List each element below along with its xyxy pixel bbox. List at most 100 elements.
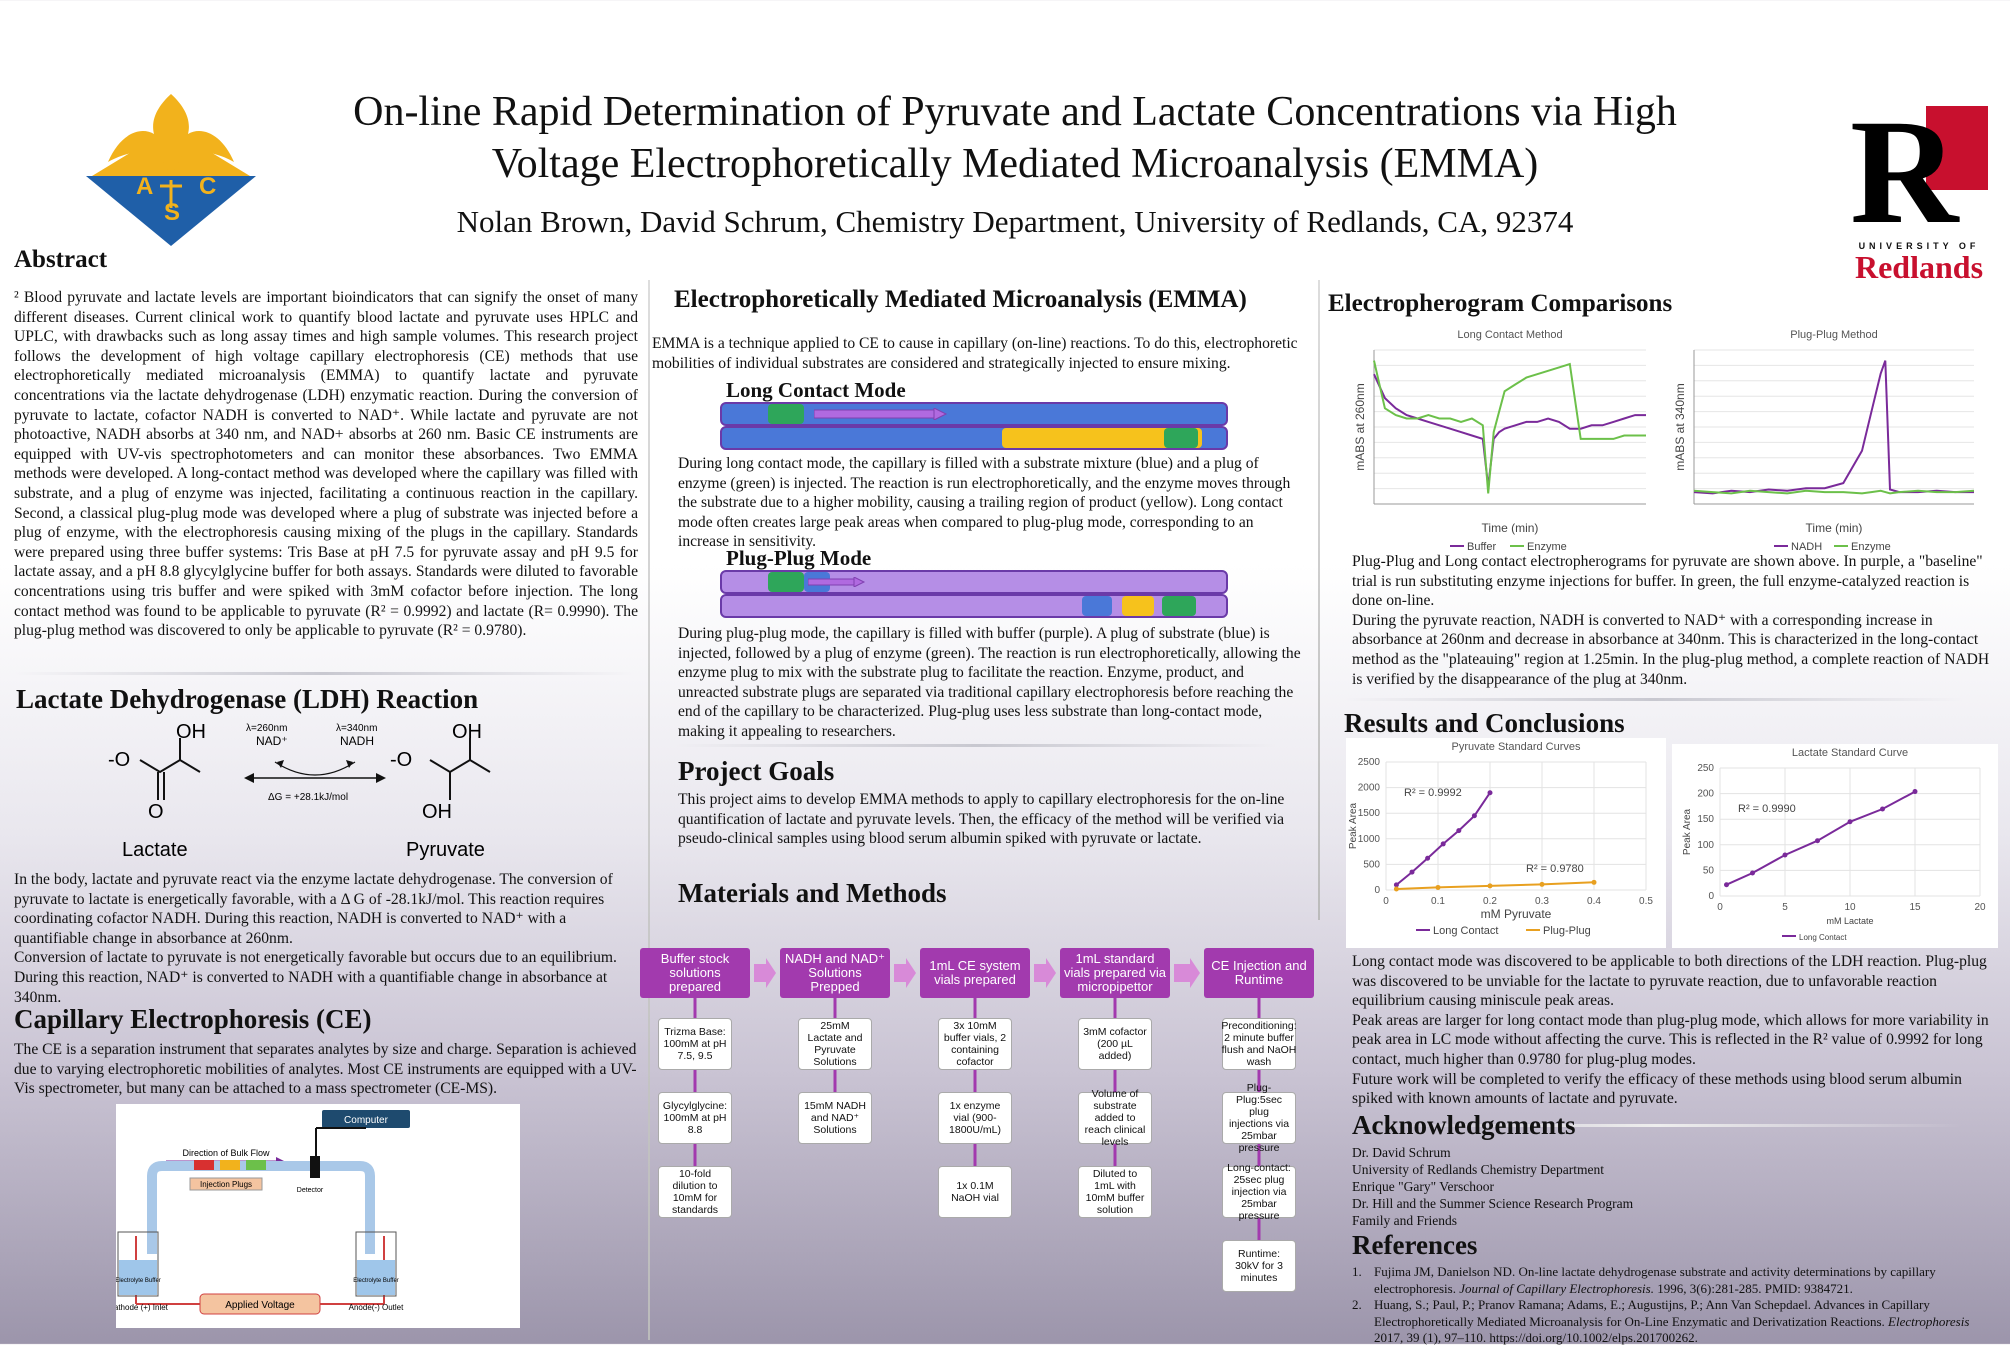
acs-letter-a: A: [136, 173, 153, 200]
abstract-heading: Abstract: [14, 246, 108, 273]
data-point: [1471, 813, 1477, 819]
x-tick-label: 5: [1782, 902, 1788, 913]
y-tick-label: 50: [1703, 865, 1715, 876]
flow-arrow-icon: [1034, 958, 1056, 988]
method-step-title: Buffer stock solutions prepared: [640, 948, 750, 998]
delta-g: ΔG = +28.1kJ/mol: [268, 792, 348, 803]
method-detail: 1x enzyme vial (900-1800U/mL): [938, 1092, 1012, 1144]
goals-text: This project aims to develop EMMA method…: [678, 791, 1285, 848]
ack-line: Enrique "Gary" Verschoor: [1352, 1179, 1494, 1194]
plug-arrow-icon: [808, 577, 866, 587]
methods-flowchart: Buffer stock solutions prepared Trizma Ba…: [638, 946, 1318, 1326]
results-text: Long contact mode was discovered to be a…: [1352, 952, 1996, 1109]
chart-title: Pyruvate Standard Curves: [1451, 741, 1581, 753]
product-region: [1002, 428, 1202, 448]
enzyme-arrow-icon: [814, 408, 948, 420]
column-separator-2: [1318, 280, 1320, 920]
acs-logo: A C S: [86, 94, 256, 246]
data-point: [1591, 879, 1597, 885]
data-point: [1456, 828, 1462, 834]
lambda-340: λ=340nm: [336, 723, 377, 734]
y-axis-label: Peak Area: [1682, 808, 1693, 855]
divider: [1344, 698, 1964, 701]
lambda-260: λ=260nm: [246, 723, 287, 734]
bulk-flow-label: Direction of Bulk Flow: [182, 1148, 270, 1158]
legend-entry: Long Contact: [1799, 933, 1847, 942]
x-tick-label: 0.2: [1483, 896, 1497, 907]
y-tick-label: 250: [1697, 763, 1714, 774]
method-detail: 15mM NADH and NAD⁺ Solutions: [798, 1092, 872, 1144]
authors: Nolan Brown, David Schrum, Chemistry Dep…: [456, 204, 1574, 239]
electro-caption-2: During the pyruvate reaction, NADH is co…: [1352, 611, 1990, 688]
divider: [676, 744, 1276, 747]
data-point: [1847, 819, 1853, 825]
pyruvate-oh-top: OH: [452, 721, 482, 743]
nadh-label: NADH: [340, 734, 374, 748]
acs-letter-s: S: [164, 199, 180, 226]
electrolyte-right: Electrolyte Buffer: [353, 1278, 399, 1284]
legend-entry: Long Contact: [1433, 925, 1498, 937]
lactate-label: Lactate: [122, 839, 188, 861]
lactate-oh: OH: [176, 721, 206, 743]
ce-text: The CE is a separation instrument that s…: [14, 1041, 637, 1098]
computer-label: Computer: [344, 1115, 389, 1126]
ldh-paragraph-1: In the body, lactate and pyruvate react …: [14, 871, 613, 947]
y-tick-label: 2500: [1358, 757, 1381, 768]
results-paragraph-2: Peak areas are larger for long contact m…: [1352, 1011, 1989, 1068]
legend-entry: NADH: [1791, 541, 1822, 553]
y-tick-label: 500: [1363, 859, 1380, 870]
y-axis-label: mABS at 260nm: [1353, 383, 1367, 470]
ref-1: 1. Fujima JM, Danielson ND. On-line lact…: [1352, 1264, 1936, 1296]
lactate-standard-chart: Lactate Standard Curve 0 50 100 150 200 250 0 5 1…: [1672, 744, 1998, 948]
title-line-1: On-line Rapid Determination of Pyruvate …: [353, 89, 1677, 135]
data-point: [1487, 883, 1493, 889]
title-line-2: Voltage Electrophoretically Mediated Mic…: [491, 141, 1539, 187]
results-paragraph-3: Future work will be completed to verify …: [1352, 1070, 1962, 1108]
x-axis-label: mM Lactate: [1826, 916, 1873, 926]
plug-plug-heading: Plug-Plug Mode: [726, 546, 872, 570]
divider: [14, 672, 634, 675]
method-detail: 3x 10mM buffer vials, 2 containing cofac…: [938, 1018, 1012, 1070]
y-tick-label: 1000: [1358, 834, 1381, 845]
x-tick-label: 10: [1844, 902, 1856, 913]
y-tick-label: 100: [1697, 840, 1714, 851]
chart-title: Lactate Standard Curve: [1792, 747, 1908, 759]
ref-2-tail: 2017, 39 (1), 97–110. https://doi.org/10…: [1374, 1330, 1698, 1345]
y-tick-label: 1500: [1358, 808, 1381, 819]
ref-1-main: Fujima JM, Danielson ND. On-line lactate…: [1374, 1264, 1936, 1296]
plug-plug-chart: Plug-Plug Method Time (min) mABS at 340nm N…: [1664, 324, 1986, 556]
redlands-small-text: UNIVERSITY OF: [1858, 241, 1980, 251]
x-tick-label: 0.3: [1535, 896, 1549, 907]
chart-background: [1664, 324, 1986, 556]
electro-text: Plug-Plug and Long contact electropherog…: [1352, 552, 1996, 689]
column-separator-1: [648, 280, 650, 1340]
ack-heading: Acknowledgements: [1352, 1110, 1576, 1140]
method-step-title: NADH and NAD⁺ Solutions Prepped: [780, 948, 890, 998]
electrolyte-left: Electrolyte Buffer: [116, 1278, 161, 1284]
flow-arrow-icon: [894, 958, 916, 988]
x-tick-label: 0: [1383, 896, 1389, 907]
ce-diagram: Computer Direction of Bulk Flow Detector…: [116, 1104, 520, 1328]
poster-title: On-line Rapid Determination of Pyruvate …: [330, 86, 1700, 190]
pyruvate-oh-bottom: OH: [422, 801, 452, 823]
lactate-o: O: [148, 801, 164, 823]
y-tick-label: 2000: [1358, 783, 1381, 794]
substrate-plug-sep: [1082, 596, 1112, 616]
legend-entry: Plug-Plug: [1543, 925, 1591, 937]
ldh-paragraph-2: Conversion of lactate to pyruvate is not…: [14, 949, 617, 1006]
method-detail: Volume of substrate added to reach clini…: [1078, 1088, 1152, 1148]
y-axis-label: mABS at 340nm: [1673, 383, 1687, 470]
electro-caption-1: Plug-Plug and Long contact electropherog…: [1352, 553, 1983, 610]
method-detail: 3mM cofactor (200 µL added): [1078, 1018, 1152, 1070]
long-capillary-1: [720, 402, 1228, 426]
pyruvate-standard-chart: Pyruvate Standard Curves 0 500 1000 1500 2000…: [1346, 738, 1666, 948]
ldh-heading: Lactate Dehydrogenase (LDH) Reaction: [16, 684, 479, 714]
data-point: [1539, 881, 1545, 887]
ref-2-main: Huang, S.; Paul, P.; Pranov Ramana; Adam…: [1374, 1297, 1930, 1329]
flow-arrow-icon: [754, 958, 776, 988]
method-detail: Plug-Plug:5sec plug injections via 25mba…: [1222, 1082, 1296, 1154]
nad-plus-label: NAD⁺: [256, 734, 288, 748]
method-detail: Glycylglycine: 100mM at pH 8.8: [658, 1092, 732, 1144]
cathode-label: Cathode (+) Inlet: [116, 1303, 169, 1312]
results-heading: Results and Conclusions: [1344, 708, 1625, 738]
